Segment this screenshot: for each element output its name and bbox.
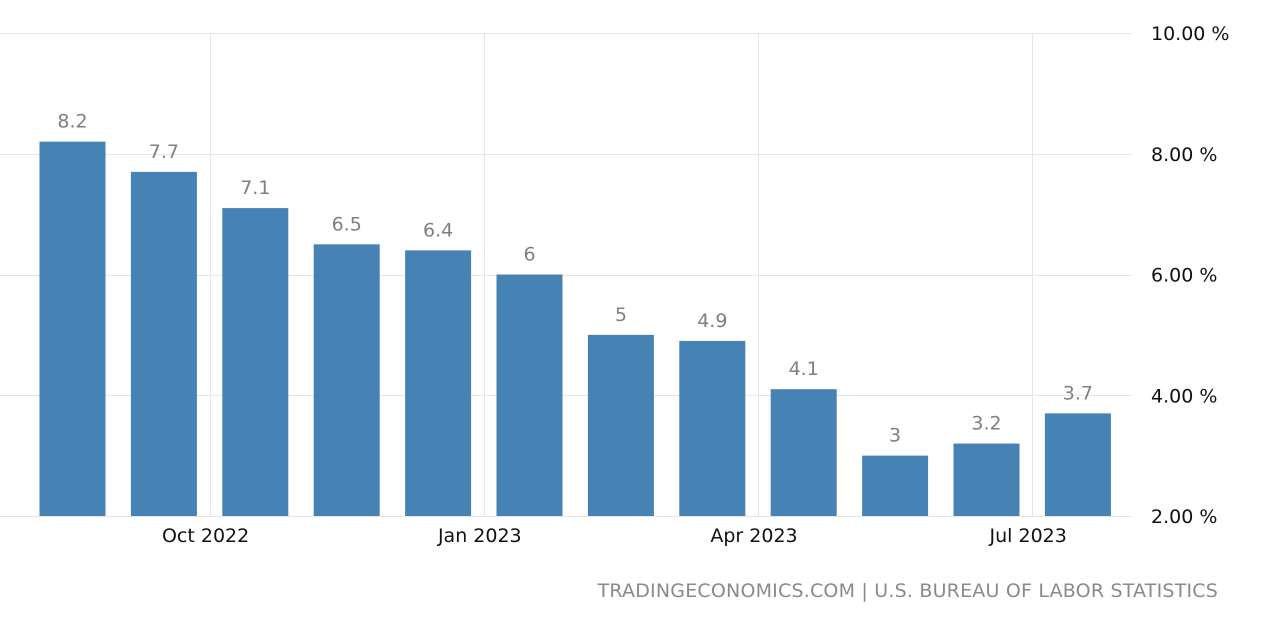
y-tick-label: 6.00 % (1151, 265, 1217, 287)
bar-value-label: 3 (889, 425, 901, 447)
bar-value-label: 3.2 (971, 413, 1001, 435)
bar[interactable] (496, 274, 563, 517)
value-labels: 8.2 7.7 7.1 6.5 6.4 6 5 4.9 4.1 3 3.2 3.7 (57, 111, 1093, 447)
bar-value-label: 6.5 (332, 213, 362, 235)
y-axis: 10.00 % 8.00 % 6.00 % 4.00 % 2.00 % (1151, 23, 1230, 528)
y-tick-label: 2.00 % (1151, 506, 1217, 528)
y-tick-label: 10.00 % (1151, 23, 1230, 45)
bar[interactable] (587, 334, 654, 516)
bar[interactable] (1044, 413, 1111, 516)
bar[interactable] (39, 141, 106, 517)
bar-value-label: 6.4 (423, 219, 453, 241)
bar-value-label: 3.7 (1063, 382, 1093, 404)
bar[interactable] (313, 244, 380, 516)
bar[interactable] (953, 443, 1020, 516)
bar[interactable] (770, 389, 837, 516)
bar-value-label: 4.9 (697, 310, 727, 332)
x-tick-label: Apr 2023 (710, 525, 797, 547)
bar[interactable] (862, 455, 929, 516)
bar-value-label: 7.7 (149, 141, 179, 163)
bar-value-label: 5 (615, 304, 627, 326)
source-credit: TRADINGECONOMICS.COM | U.S. BUREAU OF LA… (597, 580, 1218, 602)
bar-value-label: 7.1 (240, 177, 270, 199)
x-tick-label: Jul 2023 (989, 525, 1067, 547)
bar[interactable] (222, 208, 289, 516)
x-tick-label: Jan 2023 (437, 525, 522, 547)
bar-value-label: 8.2 (57, 111, 87, 133)
bar-value-label: 4.1 (789, 358, 819, 380)
bar[interactable] (679, 340, 746, 516)
x-tick-label: Oct 2022 (162, 525, 249, 547)
x-axis: Oct 2022 Jan 2023 Apr 2023 Jul 2023 (162, 525, 1067, 547)
y-tick-label: 8.00 % (1151, 144, 1217, 166)
y-tick-label: 4.00 % (1151, 385, 1217, 407)
bar-value-label: 6 (523, 244, 535, 266)
bar[interactable] (405, 250, 472, 516)
bars (39, 141, 1111, 517)
bar[interactable] (130, 171, 197, 517)
